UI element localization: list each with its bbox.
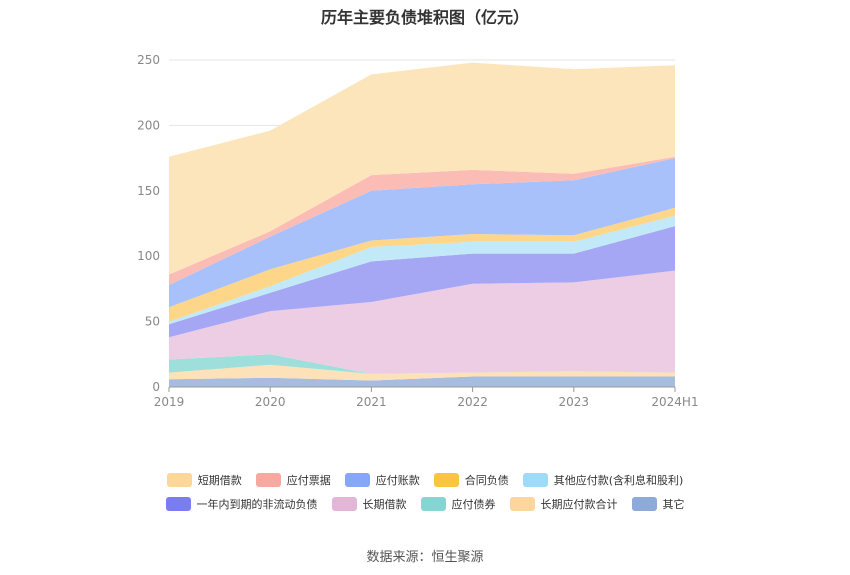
area-series — [169, 226, 675, 338]
area-series — [169, 62, 675, 275]
x-tick-label: 2023 — [559, 395, 590, 409]
legend-row-1: 短期借款 应付票据 应付账款 合同负债 其他应付款(含利息和股利) — [0, 472, 850, 488]
area-series — [169, 354, 675, 374]
legend-swatch — [166, 473, 192, 487]
legend-item[interactable]: 其他应付款(含利息和股利) — [522, 472, 684, 488]
area-series — [169, 215, 675, 325]
legend-swatch — [255, 473, 281, 487]
legend-swatch — [631, 497, 657, 511]
area-series — [169, 156, 675, 285]
legend-item[interactable]: 长期应付款合计 — [509, 496, 618, 512]
legend-item[interactable]: 合同负债 — [433, 472, 509, 488]
legend-row-2: 一年内到期的非流动负债 长期借款 应付债券 长期应付款合计 其它 — [0, 496, 850, 512]
y-tick-label: 100 — [137, 249, 160, 263]
legend-label: 长期应付款合计 — [540, 498, 618, 511]
y-tick-label: 0 — [152, 380, 160, 394]
axes: 0 50 100 150 200 250 2019 2020 2021 2022 2023 2024H… — [137, 53, 699, 409]
x-tick-label: 2019 — [154, 395, 185, 409]
legend-swatch — [522, 473, 548, 487]
y-tick-label: 150 — [137, 184, 160, 198]
legend: 短期借款 应付票据 应付账款 合同负债 其他应付款(含利息和股利) 一年内到期的非流动负… — [0, 472, 850, 520]
area-series — [169, 158, 675, 308]
legend-label: 其他应付款(含利息和股利) — [553, 474, 684, 487]
x-tick-label: 2021 — [356, 395, 387, 409]
x-tick-label: 2022 — [457, 395, 488, 409]
legend-item[interactable]: 应付账款 — [344, 472, 420, 488]
area-series — [169, 376, 675, 387]
legend-swatch — [509, 497, 535, 511]
legend-label: 应付票据 — [286, 474, 331, 487]
y-tick-label: 50 — [145, 315, 160, 329]
y-tick-label: 250 — [137, 53, 160, 67]
x-tick-label: 2020 — [255, 395, 286, 409]
legend-swatch — [433, 473, 459, 487]
legend-label: 其它 — [662, 498, 685, 511]
stacked-area-chart: 0 50 100 150 200 250 2019 2020 2021 2022 2023 2024H… — [137, 53, 699, 409]
legend-item[interactable]: 其它 — [631, 496, 685, 512]
chart-title: 历年主要负债堆积图（亿元） — [320, 8, 529, 27]
legend-item[interactable]: 长期借款 — [331, 496, 407, 512]
area-series — [169, 207, 675, 322]
area-series — [169, 62, 675, 387]
legend-label: 合同负债 — [464, 474, 509, 487]
legend-label: 短期借款 — [197, 474, 242, 487]
legend-swatch — [344, 473, 370, 487]
area-series — [169, 270, 675, 374]
legend-label: 应付账款 — [375, 474, 420, 487]
legend-swatch — [331, 497, 357, 511]
legend-swatch — [420, 497, 446, 511]
legend-label: 长期借款 — [362, 498, 407, 511]
legend-item[interactable]: 应付债券 — [420, 496, 496, 512]
legend-swatch — [165, 497, 191, 511]
legend-item[interactable]: 短期借款 — [166, 472, 242, 488]
source-note: 数据来源：恒生聚源 — [366, 550, 484, 565]
legend-item[interactable]: 应付票据 — [255, 472, 331, 488]
x-tick-label: 2024H1 — [651, 395, 698, 409]
legend-item[interactable]: 一年内到期的非流动负债 — [165, 496, 318, 512]
legend-label: 一年内到期的非流动负债 — [196, 498, 318, 511]
area-series — [169, 364, 675, 381]
legend-label: 应付债券 — [451, 498, 496, 511]
y-tick-label: 200 — [137, 118, 160, 132]
